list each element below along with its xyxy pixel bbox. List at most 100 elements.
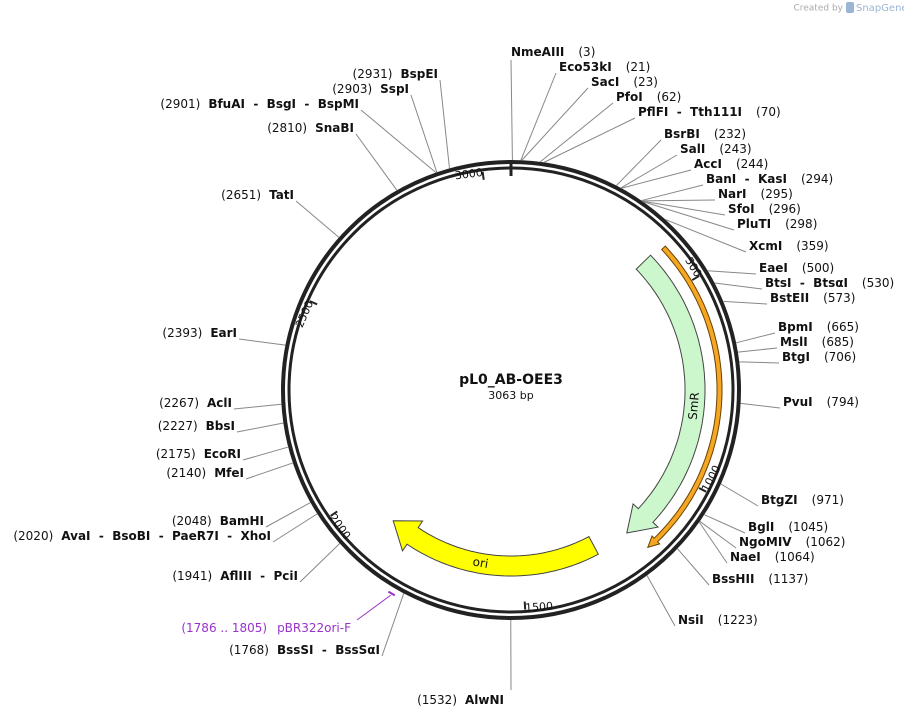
site-label: BtgZI (971) — [761, 493, 844, 507]
cut-position: (665) — [827, 320, 859, 334]
site-label: BssHII (1137) — [712, 572, 808, 586]
plasmid-name: pL0_AB-OEE3 — [459, 372, 563, 388]
enzyme-name: NarI — [718, 187, 747, 201]
enzyme-name: BglI — [748, 520, 774, 534]
enzyme-name: BstEII — [770, 291, 809, 305]
enzyme-name: SspI — [380, 82, 409, 96]
cut-position: (23) — [633, 75, 658, 89]
site-leader — [299, 543, 341, 583]
primer-label: (1786 .. 1805) pBR322ori-F — [181, 621, 351, 635]
site-leader — [245, 462, 294, 480]
enzyme-name: SalI — [680, 142, 705, 156]
site-label: XcmI (359) — [749, 239, 829, 253]
site-label: MslI (685) — [780, 335, 854, 349]
site-label: SacI (23) — [591, 75, 658, 89]
cut-position: (2175) — [156, 447, 196, 461]
site-label: (2140) MfeI — [166, 466, 244, 480]
cut-position: (3) — [578, 45, 595, 59]
enzyme-name: BfuAI - BsgI - BspMI — [208, 97, 359, 111]
cut-position: (2651) — [221, 188, 261, 202]
site-label: BstEII (573) — [770, 291, 855, 305]
enzyme-name: PvuI — [783, 395, 813, 409]
enzyme-name: NaeI — [730, 550, 761, 564]
site-leader — [720, 483, 759, 507]
cut-position: (1137) — [768, 572, 808, 586]
enzyme-name: SfoI — [728, 202, 755, 216]
site-label: NsiI (1223) — [678, 613, 758, 627]
enzyme-name: BpmI — [778, 320, 813, 334]
tick-mark — [309, 300, 318, 306]
cut-position: (794) — [827, 395, 859, 409]
primer-range: (1786 .. 1805) — [181, 621, 267, 635]
site-leader — [543, 117, 636, 163]
cut-position: (21) — [626, 60, 651, 74]
site-leader — [410, 94, 438, 173]
enzyme-name: PfoI — [616, 90, 643, 104]
tick-mark — [691, 275, 700, 281]
feature-label: SmR — [686, 392, 702, 421]
tick-mark — [698, 487, 707, 493]
primer-mark — [387, 590, 396, 597]
cut-position: (2267) — [159, 396, 199, 410]
primer-binding-arrow — [646, 245, 723, 549]
enzyme-name: BanI - KasI — [706, 172, 787, 186]
site-label: (2810) SnaBI — [267, 121, 354, 135]
enzyme-name: PluTI — [737, 217, 771, 231]
enzyme-name: AccI — [694, 157, 722, 171]
site-leader — [677, 548, 710, 586]
site-label: BanI - KasI (294) — [706, 172, 833, 186]
site-label: PluTI (298) — [737, 217, 817, 231]
site-leader — [707, 270, 757, 275]
enzyme-name: NmeAIII — [511, 45, 564, 59]
brand-icon — [846, 2, 854, 13]
site-label: BsrBI (232) — [664, 127, 746, 141]
enzyme-name: BtgZI — [761, 493, 798, 507]
site-label: PfoI (62) — [616, 90, 681, 104]
cut-position: (298) — [785, 217, 817, 231]
site-label: NmeAIII (3) — [511, 45, 595, 59]
site-leader — [646, 575, 676, 627]
site-leader — [642, 201, 735, 231]
feature-arrow — [626, 254, 706, 534]
enzyme-name: AflIII - PciI — [220, 569, 298, 583]
site-leader — [360, 109, 437, 173]
site-label: NarI (295) — [718, 187, 793, 201]
site-leader — [723, 300, 768, 305]
created-by: Created by — [793, 4, 843, 14]
cut-position: (2140) — [166, 466, 206, 480]
enzyme-name: AlwNI — [465, 693, 504, 707]
site-label: (2227) BbsI — [158, 419, 235, 433]
cut-position: (359) — [796, 239, 828, 253]
site-label: (2393) EarI — [162, 326, 237, 340]
cut-position: (2931) — [353, 67, 393, 81]
site-leader — [735, 332, 776, 344]
cut-position: (2903) — [332, 82, 372, 96]
site-leader — [272, 513, 318, 543]
site-leader — [233, 403, 282, 410]
cut-position: (1223) — [718, 613, 758, 627]
site-leader — [699, 520, 737, 549]
site-leader — [641, 184, 704, 202]
cut-position: (294) — [801, 172, 833, 186]
tick-label: 2500 — [293, 299, 316, 330]
site-label: (2651) TatI — [221, 188, 294, 202]
cut-position: (1532) — [417, 693, 457, 707]
site-leader — [295, 200, 340, 238]
enzyme-name: XcmI — [749, 239, 782, 253]
cut-position: (295) — [761, 187, 793, 201]
site-label: SalI (243) — [680, 142, 752, 156]
site-label: (2901) BfuAI - BsgI - BspMI — [160, 97, 359, 111]
site-leader — [698, 521, 728, 564]
site-label: AccI (244) — [694, 157, 768, 171]
site-leader — [539, 102, 614, 163]
site-leader — [616, 139, 662, 186]
enzyme-name: BtsI - BtsαI — [765, 276, 848, 290]
cut-position: (1768) — [229, 643, 269, 657]
site-label: NaeI (1064) — [730, 550, 815, 564]
site-leader — [642, 200, 726, 216]
site-leader — [620, 154, 678, 189]
site-leader — [265, 502, 311, 528]
cut-position: (685) — [822, 335, 854, 349]
enzyme-name: BssHII — [712, 572, 754, 586]
cut-position: (573) — [823, 291, 855, 305]
